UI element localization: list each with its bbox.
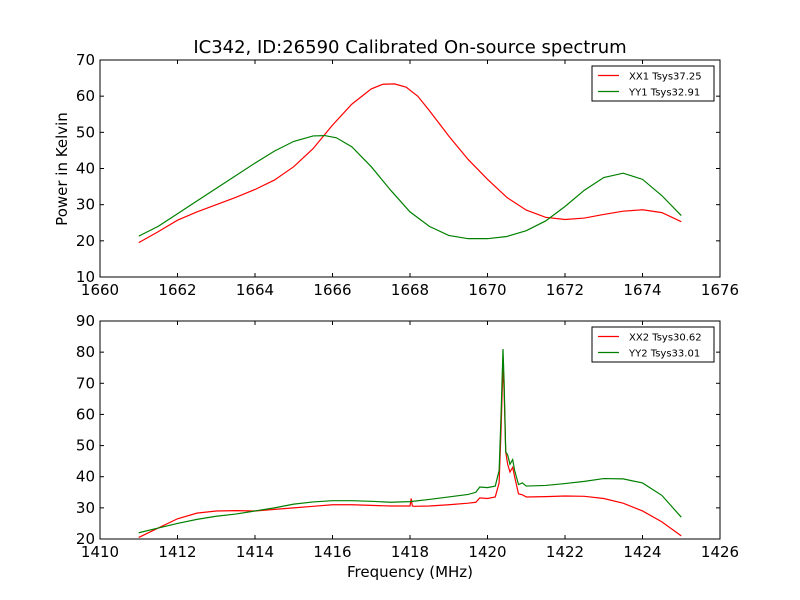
bottom-x-tick-label: 1426	[701, 543, 739, 561]
top-x-tick-label: 1668	[391, 281, 429, 299]
bottom-x-tick-label: 1422	[546, 543, 584, 561]
bottom-y-tick-label: 90	[76, 312, 95, 330]
top-y-tick-label: 20	[76, 232, 95, 250]
top-x-tick-label: 1674	[623, 281, 661, 299]
bottom-x-tick-label: 1414	[236, 543, 274, 561]
bottom-x-tick-label: 1418	[391, 543, 429, 561]
x-axis-label: Frequency (MHz)	[347, 563, 473, 581]
bottom-y-tick-label: 40	[76, 468, 95, 486]
bottom-legend-label-2: YY2 Tsys33.01	[628, 349, 700, 360]
top-legend: XX1 Tsys37.25 YY1 Tsys32.91	[591, 65, 715, 102]
top-x-tick-label: 1676	[701, 281, 739, 299]
top-y-tick-label: 10	[76, 268, 95, 286]
bottom-x-tick-label: 1412	[158, 543, 196, 561]
bottom-y-tick-label: 70	[76, 374, 95, 392]
top-series-line-2	[138, 134, 682, 240]
top-x-tick-label: 1664	[236, 281, 274, 299]
bottom-y-tick-label: 50	[76, 437, 95, 455]
top-legend-box	[591, 65, 715, 102]
top-y-tick-label: 50	[76, 123, 95, 141]
top-x-tick-label: 1670	[468, 281, 506, 299]
top-x-tick-label: 1660	[81, 281, 119, 299]
bottom-x-tick-label: 1416	[313, 543, 351, 561]
y-axis-label: Power in Kelvin	[53, 112, 71, 226]
top-legend-label-1: XX1 Tsys37.25	[629, 72, 702, 83]
top-x-tick-label: 1666	[313, 281, 351, 299]
bottom-panel: 1410 1412 1414 1416 1418 1420 1422 1424 1426 20 30…	[76, 312, 739, 561]
bottom-legend: XX2 Tsys30.62 YY2 Tsys33.01	[591, 326, 715, 363]
top-x-tick-label: 1672	[546, 281, 584, 299]
chart-title: IC342, ID:26590 Calibrated On-source spe…	[193, 37, 626, 58]
bottom-series-line-2	[138, 349, 682, 534]
bottom-x-tick-label: 1420	[468, 543, 506, 561]
top-y-tick-label: 60	[76, 87, 95, 105]
bottom-x-tick-label: 1410	[81, 543, 119, 561]
bottom-legend-label-1: XX2 Tsys30.62	[629, 333, 702, 344]
top-legend-label-2: YY1 Tsys32.91	[628, 88, 700, 99]
top-y-tick-label: 40	[76, 160, 95, 178]
bottom-y-tick-label: 20	[76, 530, 95, 548]
top-series-line-1	[138, 83, 682, 244]
bottom-y-tick-label: 30	[76, 499, 95, 517]
bottom-y-tick-label: 80	[76, 343, 95, 361]
bottom-x-tick-label: 1424	[623, 543, 661, 561]
top-y-tick-label: 70	[76, 51, 95, 69]
bottom-y-tick-label: 60	[76, 405, 95, 423]
top-x-tick-label: 1662	[158, 281, 196, 299]
bottom-series-line-1	[138, 364, 682, 538]
top-panel: 1660 1662 1664 1666 1668 1670 1672 1674 1676 10 20…	[76, 51, 739, 299]
bottom-legend-box	[591, 326, 715, 363]
top-y-tick-label: 30	[76, 196, 95, 214]
